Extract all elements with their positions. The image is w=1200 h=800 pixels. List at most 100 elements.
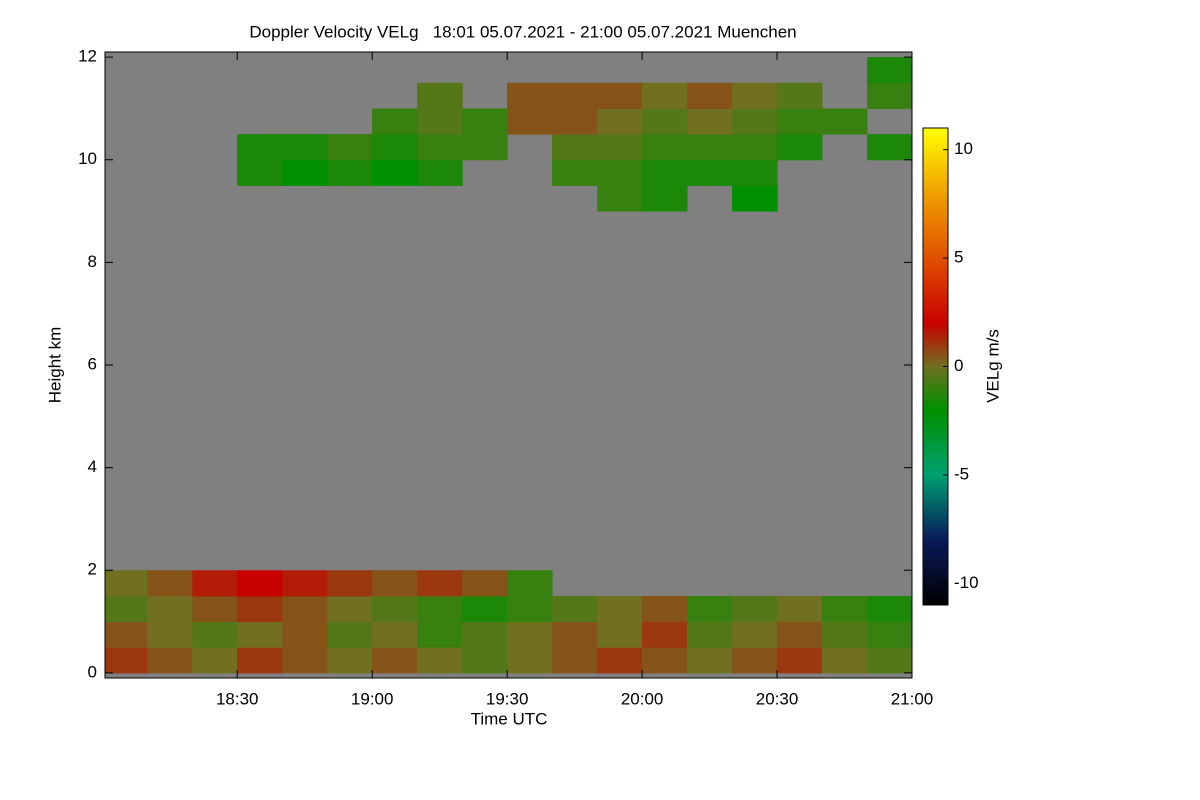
heatmap-cell	[507, 647, 553, 674]
colorbar-tick-label: -10	[954, 573, 979, 592]
heatmap-cell	[507, 108, 553, 135]
y-tick-label: 8	[88, 252, 97, 271]
heatmap-cell	[105, 647, 148, 674]
heatmap-cell	[732, 108, 778, 135]
heatmap-cells	[105, 57, 912, 674]
heatmap-cell	[192, 621, 238, 648]
heatmap-cell	[597, 108, 643, 135]
colorbar-tick-label: 5	[954, 248, 963, 267]
heatmap-cell	[417, 647, 463, 674]
heatmap-cell	[597, 621, 643, 648]
heatmap-cell	[417, 108, 463, 135]
heatmap-cell	[687, 108, 733, 135]
heatmap-cell	[417, 159, 463, 186]
heatmap-cell	[552, 82, 598, 109]
heatmap-cell	[687, 595, 733, 623]
heatmap-cell	[687, 621, 733, 648]
heatmap-cell	[462, 621, 508, 648]
heatmap-cell	[597, 185, 643, 212]
heatmap-cell	[732, 159, 778, 186]
heatmap-cell	[462, 108, 508, 135]
heatmap-cell	[237, 570, 283, 597]
heatmap-cell	[147, 595, 193, 623]
heatmap-cell	[641, 185, 688, 212]
heatmap-cell	[552, 108, 598, 135]
heatmap-cell	[687, 134, 733, 161]
heatmap-cell	[732, 595, 778, 623]
heatmap-cell	[552, 134, 598, 161]
heatmap-cell	[641, 159, 688, 186]
x-tick-label: 19:30	[486, 689, 529, 708]
heatmap-cell	[462, 595, 508, 623]
x-tick-label: 20:30	[756, 689, 799, 708]
y-tick-label: 4	[88, 457, 97, 476]
heatmap-cell	[372, 570, 418, 597]
heatmap-cell	[417, 82, 463, 109]
heatmap-cell	[821, 647, 868, 674]
heatmap-cell	[327, 134, 373, 161]
heatmap-cell	[372, 621, 418, 648]
heatmap-cell	[327, 159, 373, 186]
heatmap-cell	[237, 159, 283, 186]
heatmap-cell	[372, 134, 418, 161]
heatmap-cell	[462, 570, 508, 597]
heatmap-cell	[462, 647, 508, 674]
heatmap-cell	[282, 159, 328, 186]
heatmap-cell	[147, 621, 193, 648]
heatmap-cell	[732, 185, 778, 212]
heatmap-cell	[597, 82, 643, 109]
heatmap-cell	[776, 82, 823, 109]
heatmap-cell	[237, 595, 283, 623]
heatmap-cell	[192, 570, 238, 597]
heatmap-cell	[237, 621, 283, 648]
heatmap-cell	[372, 159, 418, 186]
heatmap-cell	[237, 647, 283, 674]
heatmap-cell	[687, 159, 733, 186]
heatmap-cell	[867, 595, 912, 623]
y-tick-label: 2	[88, 560, 97, 579]
heatmap-cell	[867, 134, 912, 161]
heatmap-cell	[732, 621, 778, 648]
heatmap-cell	[105, 570, 148, 597]
heatmap-cell	[641, 595, 688, 623]
chart-title: Doppler Velocity VELg 18:01 05.07.2021 -…	[249, 22, 796, 41]
heatmap-cell	[776, 134, 823, 161]
heatmap-cell	[776, 621, 823, 648]
heatmap-cell	[282, 647, 328, 674]
heatmap-cell	[372, 647, 418, 674]
y-tick-label: 6	[88, 354, 97, 373]
heatmap-cell	[372, 108, 418, 135]
heatmap-cell	[417, 134, 463, 161]
y-tick-label: 10	[78, 149, 97, 168]
x-axis-label: Time UTC	[471, 709, 548, 728]
heatmap-cell	[282, 621, 328, 648]
heatmap-cell	[821, 621, 868, 648]
heatmap-cell	[641, 82, 688, 109]
heatmap-cell	[507, 621, 553, 648]
colorbar-label: VELg m/s	[983, 329, 1002, 403]
heatmap-cell	[641, 621, 688, 648]
heatmap-cell	[507, 570, 553, 597]
y-axis-label: Height km	[45, 327, 64, 404]
heatmap-cell	[641, 134, 688, 161]
heatmap-cell	[641, 108, 688, 135]
heatmap-cell	[105, 621, 148, 648]
heatmap-cell	[867, 621, 912, 648]
heatmap-cell	[237, 134, 283, 161]
heatmap-cell	[372, 595, 418, 623]
heatmap-cell	[552, 647, 598, 674]
heatmap-cell	[105, 595, 148, 623]
heatmap-cell	[417, 570, 463, 597]
heatmap-cell	[417, 621, 463, 648]
heatmap-cell	[192, 647, 238, 674]
heatmap-cell	[552, 621, 598, 648]
x-tick-label: 19:00	[351, 689, 394, 708]
heatmap-cell	[776, 108, 823, 135]
heatmap-cell	[597, 647, 643, 674]
heatmap-cell	[282, 595, 328, 623]
heatmap-cell	[327, 621, 373, 648]
heatmap-cell	[732, 647, 778, 674]
heatmap-cell	[507, 82, 553, 109]
heatmap-cell	[552, 159, 598, 186]
